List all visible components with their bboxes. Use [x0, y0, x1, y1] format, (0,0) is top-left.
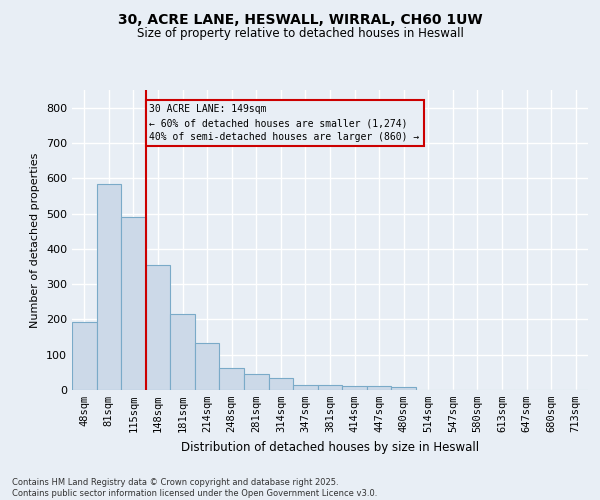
Bar	[269, 378, 293, 390]
Bar	[146, 264, 170, 390]
X-axis label: Distribution of detached houses by size in Heswall: Distribution of detached houses by size …	[181, 440, 479, 454]
Bar	[244, 374, 269, 390]
Y-axis label: Number of detached properties: Number of detached properties	[31, 152, 40, 328]
Bar	[170, 314, 195, 390]
Bar	[220, 368, 244, 390]
Bar	[121, 217, 146, 390]
Text: Contains HM Land Registry data © Crown copyright and database right 2025.
Contai: Contains HM Land Registry data © Crown c…	[12, 478, 377, 498]
Text: Size of property relative to detached houses in Heswall: Size of property relative to detached ho…	[137, 28, 463, 40]
Bar	[367, 386, 391, 390]
Bar	[72, 322, 97, 390]
Bar	[342, 386, 367, 390]
Bar	[318, 385, 342, 390]
Bar	[97, 184, 121, 390]
Bar	[391, 387, 416, 390]
Text: 30, ACRE LANE, HESWALL, WIRRAL, CH60 1UW: 30, ACRE LANE, HESWALL, WIRRAL, CH60 1UW	[118, 12, 482, 26]
Bar	[195, 344, 220, 390]
Text: 30 ACRE LANE: 149sqm
← 60% of detached houses are smaller (1,274)
40% of semi-de: 30 ACRE LANE: 149sqm ← 60% of detached h…	[149, 104, 419, 142]
Bar	[293, 384, 318, 390]
